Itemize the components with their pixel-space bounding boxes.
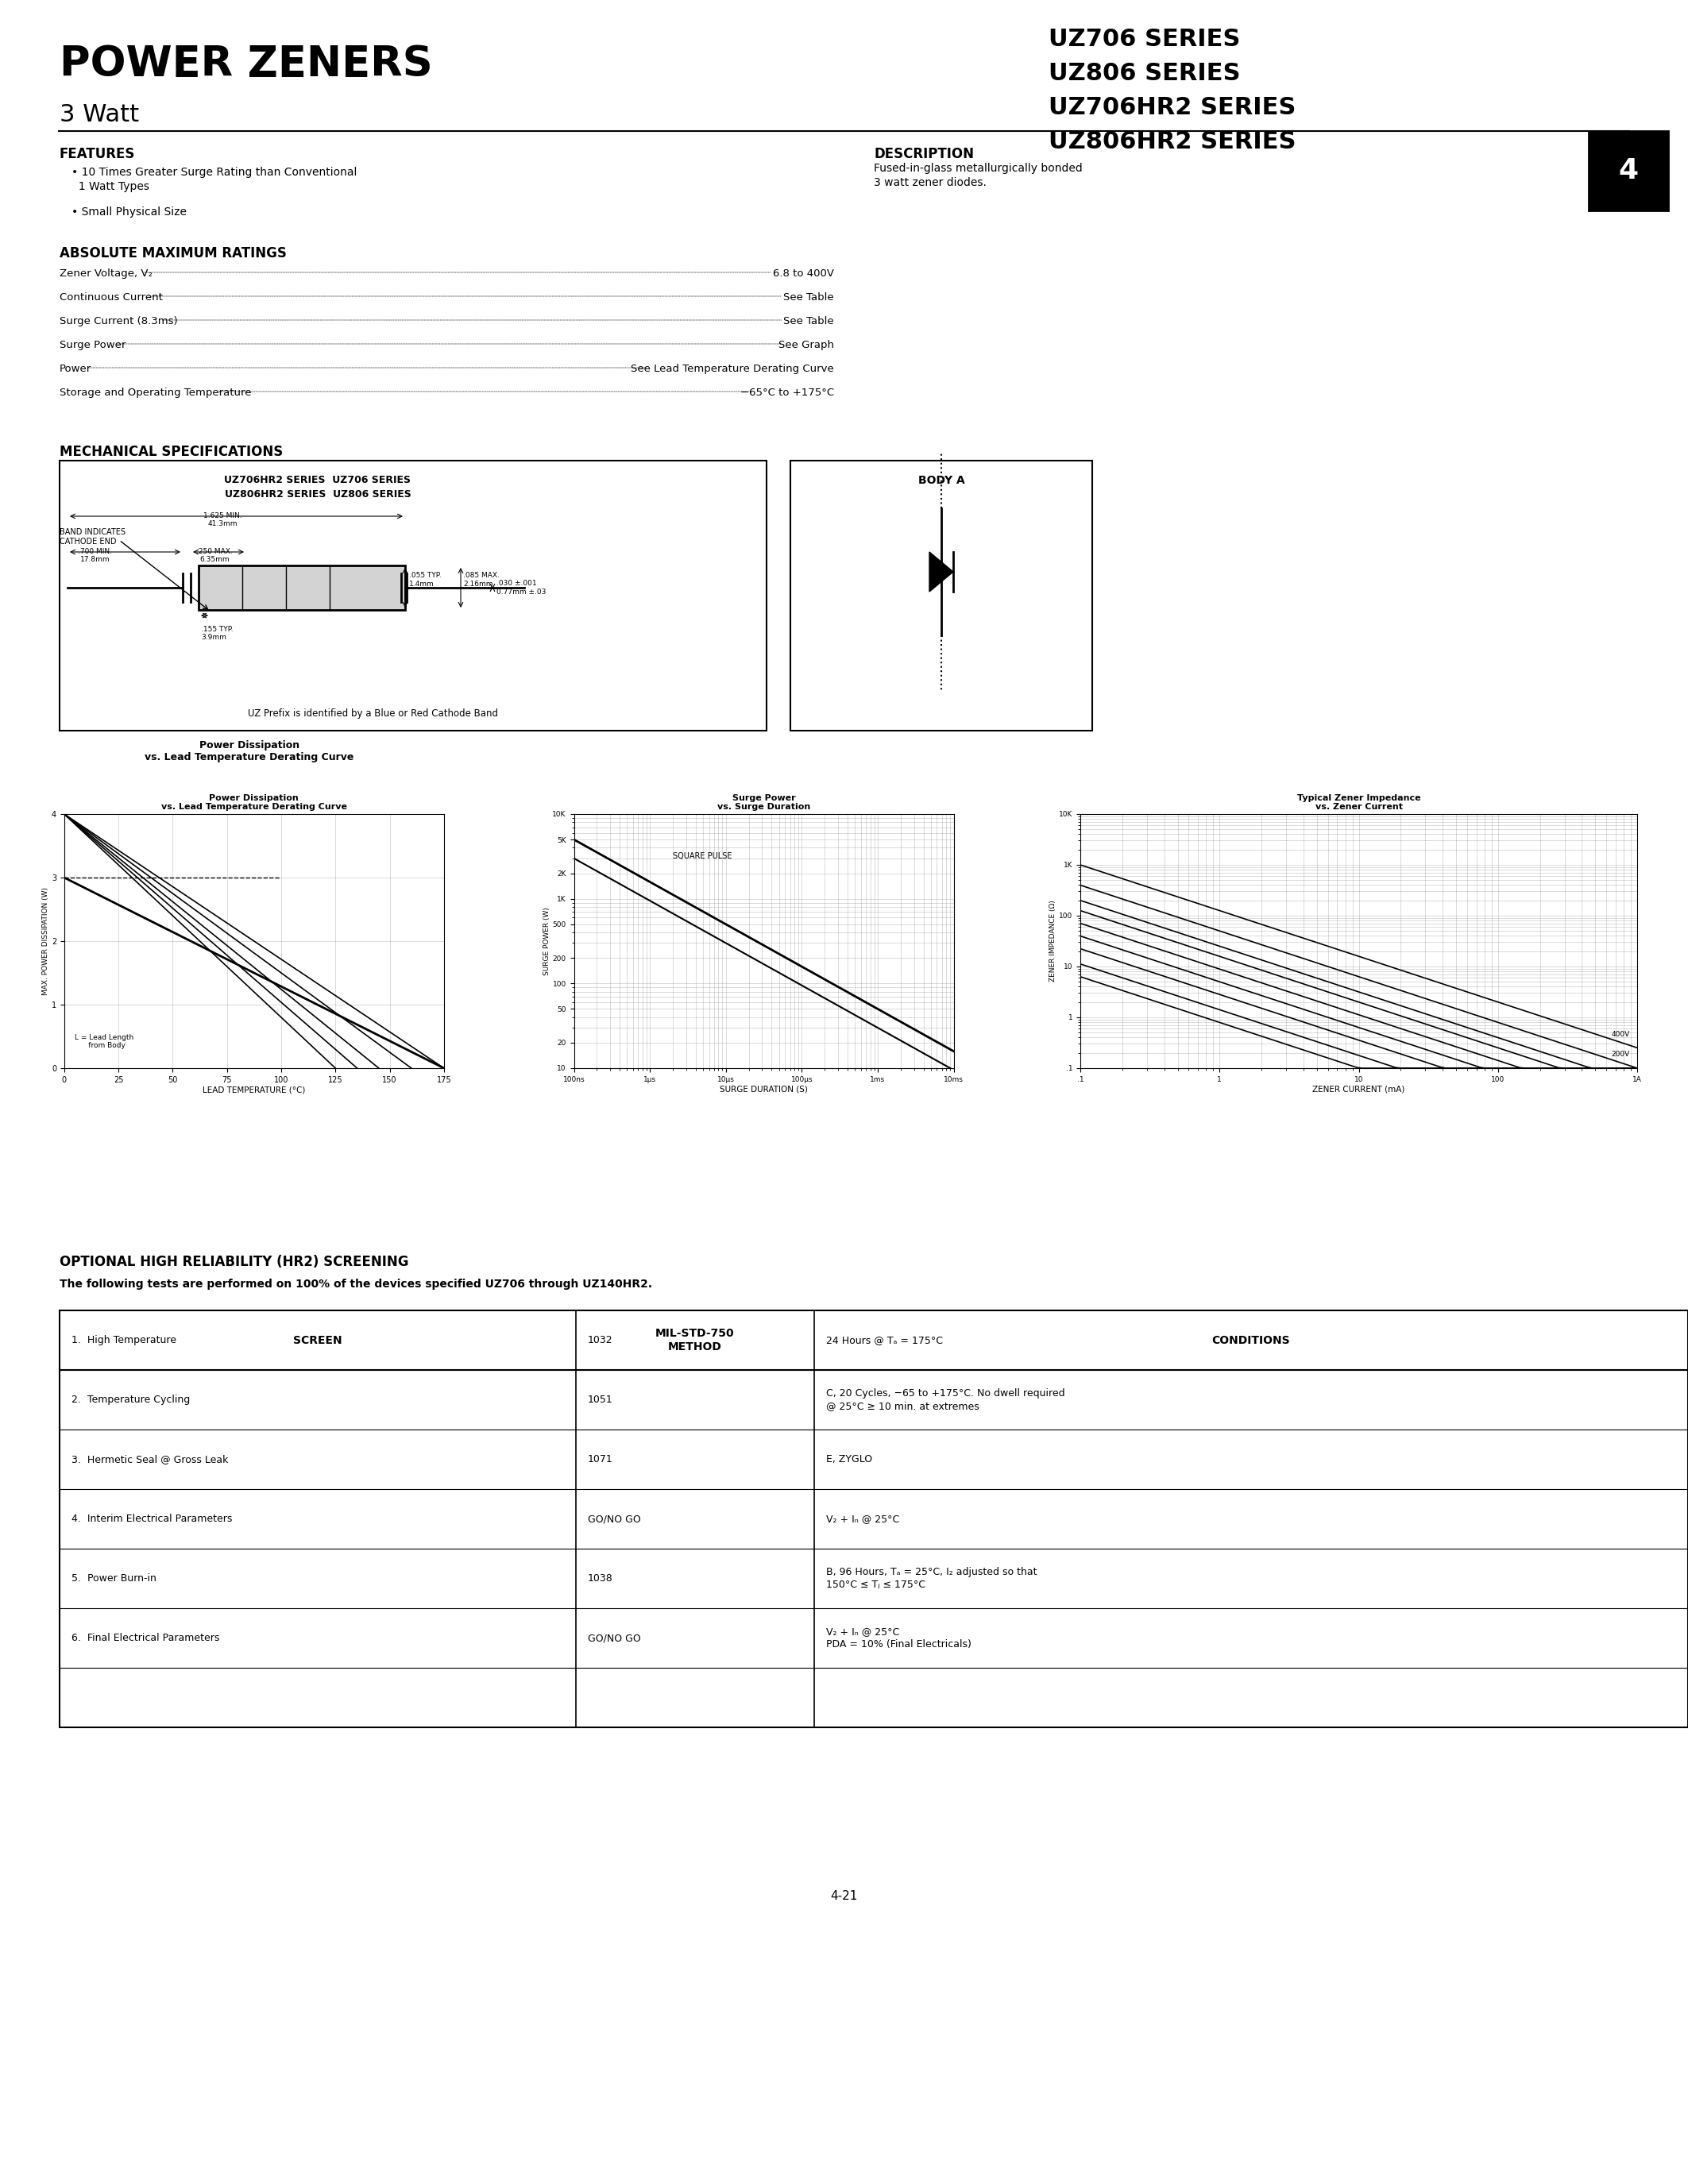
Y-axis label: ZENER IMPEDANCE (Ω): ZENER IMPEDANCE (Ω)	[1050, 900, 1057, 983]
Text: SCREEN: SCREEN	[294, 1334, 343, 1345]
Text: 1032: 1032	[587, 1334, 613, 1345]
Text: • 10 Times Greater Surge Rating than Conventional
  1 Watt Types: • 10 Times Greater Surge Rating than Con…	[71, 166, 356, 192]
Text: .155 TYP.
3.9mm: .155 TYP. 3.9mm	[201, 627, 233, 642]
Text: See Table: See Table	[783, 317, 834, 325]
Text: DESCRIPTION: DESCRIPTION	[874, 146, 974, 162]
Text: 6.8 to 400V: 6.8 to 400V	[773, 269, 834, 280]
Bar	[1588, 131, 1668, 210]
Text: GO/NO GO: GO/NO GO	[587, 1514, 641, 1524]
X-axis label: LEAD TEMPERATURE (°C): LEAD TEMPERATURE (°C)	[203, 1085, 306, 1094]
Text: FEATURES: FEATURES	[59, 146, 135, 162]
Text: 2.  Temperature Cycling: 2. Temperature Cycling	[71, 1396, 191, 1404]
Text: .085 MAX.
2.16mm: .085 MAX. 2.16mm	[463, 572, 500, 587]
Text: Storage and Operating Temperature: Storage and Operating Temperature	[59, 387, 252, 397]
Text: −65°C to +175°C: −65°C to +175°C	[741, 387, 834, 397]
Text: 200V: 200V	[1612, 1051, 1631, 1057]
Title: Surge Power
vs. Surge Duration: Surge Power vs. Surge Duration	[717, 795, 810, 810]
Text: Power Dissipation
vs. Lead Temperature Derating Curve: Power Dissipation vs. Lead Temperature D…	[145, 740, 354, 762]
Text: ABSOLUTE MAXIMUM RATINGS: ABSOLUTE MAXIMUM RATINGS	[59, 247, 287, 260]
Bar	[199, 566, 405, 609]
Text: 4-21: 4-21	[830, 1889, 858, 1902]
Text: UZ806 SERIES: UZ806 SERIES	[1048, 61, 1241, 85]
Text: E, ZYGLO: E, ZYGLO	[825, 1455, 873, 1465]
Text: Surge Power: Surge Power	[59, 341, 127, 349]
Text: V₂ + Iₙ @ 25°C
PDA = 10% (Final Electricals): V₂ + Iₙ @ 25°C PDA = 10% (Final Electric…	[825, 1627, 971, 1649]
Text: 1.  High Temperature: 1. High Temperature	[71, 1334, 176, 1345]
Title: Power Dissipation
vs. Lead Temperature Derating Curve: Power Dissipation vs. Lead Temperature D…	[160, 795, 348, 810]
Text: UZ706 SERIES: UZ706 SERIES	[1048, 28, 1241, 50]
Text: Power: Power	[59, 365, 91, 373]
Text: L = Lead Length
      from Body: L = Lead Length from Body	[74, 1033, 133, 1048]
Text: .030 ±.001
0.77mm ±.03: .030 ±.001 0.77mm ±.03	[496, 581, 545, 596]
Title: Typical Zener Impedance
vs. Zener Current: Typical Zener Impedance vs. Zener Curren…	[1296, 795, 1421, 810]
Text: Surge Current (8.3ms): Surge Current (8.3ms)	[59, 317, 177, 325]
Text: .055 TYP.
1.4mm: .055 TYP. 1.4mm	[408, 572, 441, 587]
Text: 3 Watt: 3 Watt	[59, 103, 138, 127]
Text: 1051: 1051	[587, 1396, 613, 1404]
Text: 5.  Power Burn-in: 5. Power Burn-in	[71, 1572, 157, 1583]
Polygon shape	[930, 553, 954, 592]
Text: CONDITIONS: CONDITIONS	[1212, 1334, 1290, 1345]
Text: MIL-STD-750
METHOD: MIL-STD-750 METHOD	[655, 1328, 734, 1352]
Text: 24 Hours @ Tₐ = 175°C: 24 Hours @ Tₐ = 175°C	[825, 1334, 944, 1345]
Text: Continuous Current: Continuous Current	[59, 293, 162, 304]
Text: .250 MAX.
6.35mm: .250 MAX. 6.35mm	[196, 548, 233, 563]
Text: SQUARE PULSE: SQUARE PULSE	[674, 852, 733, 860]
Y-axis label: MAX. POWER DISSIPATION (W): MAX. POWER DISSIPATION (W)	[42, 887, 49, 996]
Text: 4: 4	[1619, 157, 1639, 183]
Text: 1038: 1038	[587, 1572, 613, 1583]
Text: V₂ + Iₙ @ 25°C: V₂ + Iₙ @ 25°C	[825, 1514, 900, 1524]
Text: 1071: 1071	[587, 1455, 613, 1465]
Text: POWER ZENERS: POWER ZENERS	[59, 44, 432, 85]
Text: GO/NO GO: GO/NO GO	[587, 1634, 641, 1642]
Text: 3.  Hermetic Seal @ Gross Leak: 3. Hermetic Seal @ Gross Leak	[71, 1455, 228, 1465]
Text: See Table: See Table	[783, 293, 834, 304]
Bar	[59, 1310, 1688, 1728]
Y-axis label: SURGE POWER (W): SURGE POWER (W)	[544, 906, 550, 976]
Text: 6.  Final Electrical Parameters: 6. Final Electrical Parameters	[71, 1634, 219, 1642]
Text: • Small Physical Size: • Small Physical Size	[71, 207, 187, 218]
Text: B, 96 Hours, Tₐ = 25°C, I₂ adjusted so that
150°C ≤ Tⱼ ≤ 175°C: B, 96 Hours, Tₐ = 25°C, I₂ adjusted so t…	[825, 1566, 1036, 1590]
Text: C, 20 Cycles, −65 to +175°C. No dwell required
@ 25°C ≥ 10 min. at extremes: C, 20 Cycles, −65 to +175°C. No dwell re…	[825, 1389, 1065, 1411]
Text: See Lead Temperature Derating Curve: See Lead Temperature Derating Curve	[631, 365, 834, 373]
Text: BAND INDICATES
CATHODE END: BAND INDICATES CATHODE END	[59, 529, 125, 546]
Text: Fused-in-glass metallurgically bonded
3 watt zener diodes.: Fused-in-glass metallurgically bonded 3 …	[874, 164, 1082, 188]
Bar	[790, 461, 1092, 732]
Text: UZ706HR2 SERIES  UZ706 SERIES
UZ806HR2 SERIES  UZ806 SERIES: UZ706HR2 SERIES UZ706 SERIES UZ806HR2 SE…	[225, 474, 412, 500]
X-axis label: SURGE DURATION (S): SURGE DURATION (S)	[719, 1085, 809, 1094]
Text: MECHANICAL SPECIFICATIONS: MECHANICAL SPECIFICATIONS	[59, 446, 284, 459]
Text: 4.  Interim Electrical Parameters: 4. Interim Electrical Parameters	[71, 1514, 233, 1524]
Text: UZ Prefix is identified by a Blue or Red Cathode Band: UZ Prefix is identified by a Blue or Red…	[248, 708, 498, 719]
Text: OPTIONAL HIGH RELIABILITY (HR2) SCREENING: OPTIONAL HIGH RELIABILITY (HR2) SCREENIN…	[59, 1256, 408, 1269]
Text: UZ706HR2 SERIES: UZ706HR2 SERIES	[1048, 96, 1296, 120]
Text: Zener Voltage, V₂: Zener Voltage, V₂	[59, 269, 152, 280]
Text: .700 MIN.
17.8mm: .700 MIN. 17.8mm	[78, 548, 113, 563]
Text: See Graph: See Graph	[778, 341, 834, 349]
Text: The following tests are performed on 100% of the devices specified UZ706 through: The following tests are performed on 100…	[59, 1278, 652, 1291]
Bar	[59, 461, 766, 732]
Text: UZ806HR2 SERIES: UZ806HR2 SERIES	[1048, 131, 1296, 153]
Text: BODY A: BODY A	[918, 474, 964, 487]
Text: 1.625 MIN.
41.3mm: 1.625 MIN. 41.3mm	[203, 513, 241, 529]
X-axis label: ZENER CURRENT (mA): ZENER CURRENT (mA)	[1313, 1085, 1404, 1094]
Text: 400V: 400V	[1612, 1031, 1631, 1037]
